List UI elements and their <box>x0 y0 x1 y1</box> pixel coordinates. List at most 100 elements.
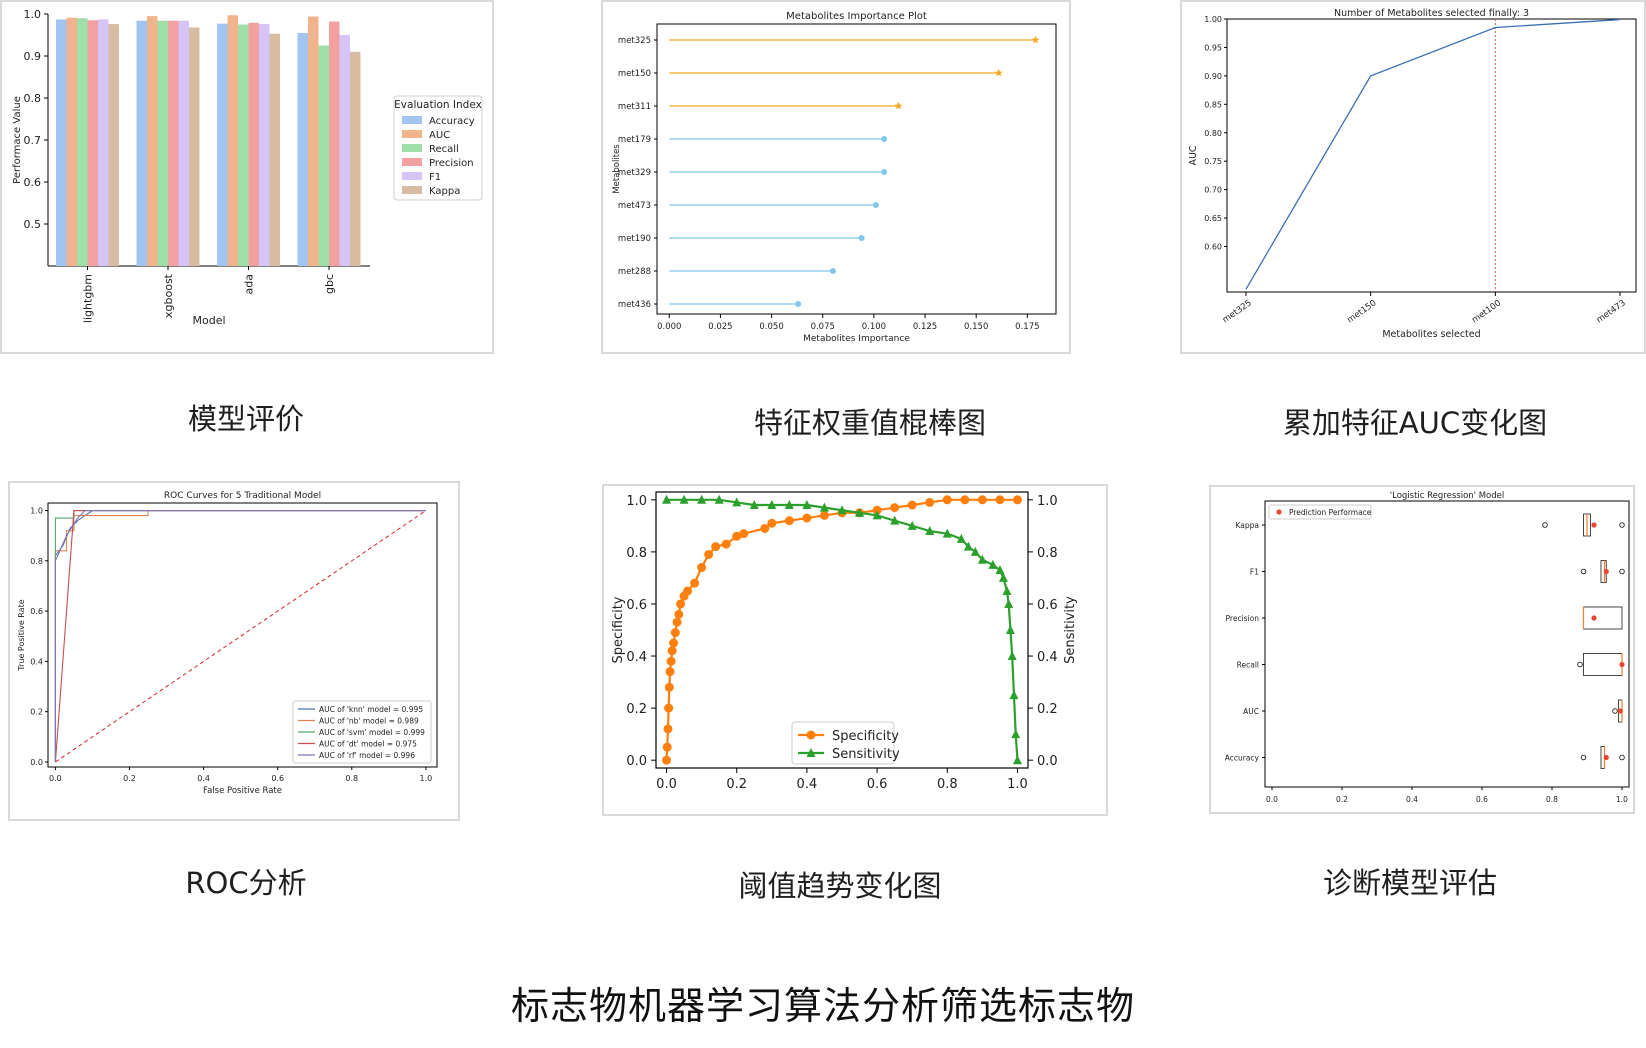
point-specificity <box>664 682 674 692</box>
box-precision <box>1583 606 1623 630</box>
marker-met311 <box>894 101 903 110</box>
x-tick-label: 1.0 <box>1616 795 1628 804</box>
x-axis-label: False Positive Rate <box>203 786 282 796</box>
x-tick-label: met100 <box>1470 298 1503 325</box>
caption-roc: ROC分析 <box>185 866 307 900</box>
y-tick-label: met325 <box>618 36 651 46</box>
y-tick-label: 0.5 <box>24 218 42 231</box>
legend-marker <box>806 730 816 740</box>
point-specificity <box>739 529 749 539</box>
point-sensitivity <box>1012 755 1022 765</box>
y-tick-label: met436 <box>618 300 651 310</box>
x-tick-label: 0.8 <box>1546 795 1558 804</box>
y-tick-label-left: 0.0 <box>626 754 647 769</box>
legend-label: Precision <box>429 158 474 169</box>
point-specificity <box>1012 495 1022 505</box>
y-tick-label-right: 1.0 <box>1037 494 1058 509</box>
point-sensitivity <box>662 494 672 504</box>
bar-ada-precision <box>248 22 259 266</box>
roc-line-1 <box>54 509 426 762</box>
legend-box <box>292 700 432 764</box>
point-specificity <box>663 724 673 734</box>
point-specificity <box>664 703 674 713</box>
marker-met190 <box>858 235 865 241</box>
point-sensitivity <box>995 565 1005 575</box>
outlier <box>1580 754 1587 761</box>
y-tick-label: met179 <box>618 135 651 145</box>
point-specificity <box>676 599 686 609</box>
legend-label: Prediction Performace <box>1289 508 1372 517</box>
bar-xgboost-precision <box>168 20 179 266</box>
point-sensitivity <box>977 554 987 564</box>
point-specificity <box>760 523 770 533</box>
bar-ada-kappa <box>269 33 280 267</box>
x-tick-label: 0.150 <box>964 322 988 332</box>
y-tick-label-right: 0.2 <box>1037 702 1058 717</box>
bar-gbc-f1 <box>339 35 350 266</box>
x-tick-label: met150 <box>1346 298 1379 325</box>
bar-lightgbm-recall <box>77 18 88 267</box>
outlier <box>1619 568 1625 575</box>
marker-met436 <box>795 301 802 307</box>
marker-met179 <box>881 136 888 142</box>
point-sensitivity <box>998 572 1008 582</box>
point-sensitivity <box>1005 625 1015 634</box>
y-tick-label: 0.0 <box>30 758 43 767</box>
point-specificity <box>697 563 707 573</box>
y-tick-label: 0.95 <box>1204 43 1222 52</box>
point-specificity <box>732 531 742 541</box>
marker-met288 <box>829 268 836 274</box>
auc-line <box>1245 18 1621 290</box>
point-specificity <box>690 578 700 588</box>
chart-title: Metabolites Importance Plot <box>786 11 927 22</box>
y-tick-label: 0.8 <box>24 92 42 105</box>
x-tick-label: gbc <box>323 274 336 294</box>
prediction-point-precision <box>1591 615 1597 621</box>
point-specificity <box>890 503 900 513</box>
legend-label: AUC of 'svm' model = 0.999 <box>319 728 425 737</box>
chance-diagonal <box>55 510 427 763</box>
point-sensitivity <box>819 502 829 512</box>
x-tick-label: 0.4 <box>1406 795 1418 804</box>
bar-xgboost-f1 <box>178 20 189 266</box>
importance-lollipop-chart: Metabolites Importance Plot 0.000 0.025 0.0… <box>612 11 1057 344</box>
marker-met329 <box>881 169 888 175</box>
legend-label: Kappa <box>429 186 460 197</box>
legend-swatch <box>402 172 422 180</box>
point-specificity <box>784 516 794 526</box>
prediction-point-auc <box>1617 708 1623 714</box>
legend-title: Evaluation Index <box>394 99 482 111</box>
y-tick-label-left: 0.2 <box>626 702 647 717</box>
x-tick-label: 0.000 <box>657 322 681 332</box>
y-tick-label: 0.6 <box>24 176 42 189</box>
y-axis-label-right: Sensitivity <box>1063 596 1078 664</box>
legend-marker <box>806 748 816 757</box>
point-sensitivity <box>1004 598 1014 608</box>
legend-swatch <box>402 144 422 152</box>
outlier <box>1612 708 1618 714</box>
legend-box <box>1268 504 1372 520</box>
outlier <box>1577 661 1583 668</box>
y-tick-label: 0.65 <box>1204 214 1222 223</box>
x-axis-label: Metabolites Importance <box>803 334 910 344</box>
x-tick-label: 0.175 <box>1015 322 1039 332</box>
y-axis-label: Metabolites <box>612 144 622 194</box>
cumulative-auc-panel: Number of Metabolites selected finally: … <box>1180 0 1646 354</box>
y-axis-label: True Positive Rate <box>17 599 26 671</box>
point-sensitivity <box>802 500 812 510</box>
x-tick-label: 0.6 <box>867 777 888 792</box>
y-tick-label: 1.0 <box>30 507 43 516</box>
prediction-point-f1 <box>1603 568 1609 575</box>
bar-gbc-precision <box>329 21 340 267</box>
y-tick-label: 0.85 <box>1204 100 1222 109</box>
bar-lightgbm-accuracy <box>56 19 67 267</box>
chart-title: 'Logistic Regression' Model <box>1390 491 1504 501</box>
legend-label: Recall <box>429 144 459 155</box>
x-tick-label: 0.075 <box>811 322 835 332</box>
bar-gbc-recall <box>318 45 329 266</box>
x-tick-label: 0.8 <box>345 774 358 783</box>
marker-met325 <box>1031 35 1040 44</box>
caption-diagnostic-boxplot: 诊断模型评估 <box>1322 866 1497 900</box>
y-tick-label: 0.9 <box>24 50 42 63</box>
x-tick-label: 0.125 <box>913 322 937 332</box>
